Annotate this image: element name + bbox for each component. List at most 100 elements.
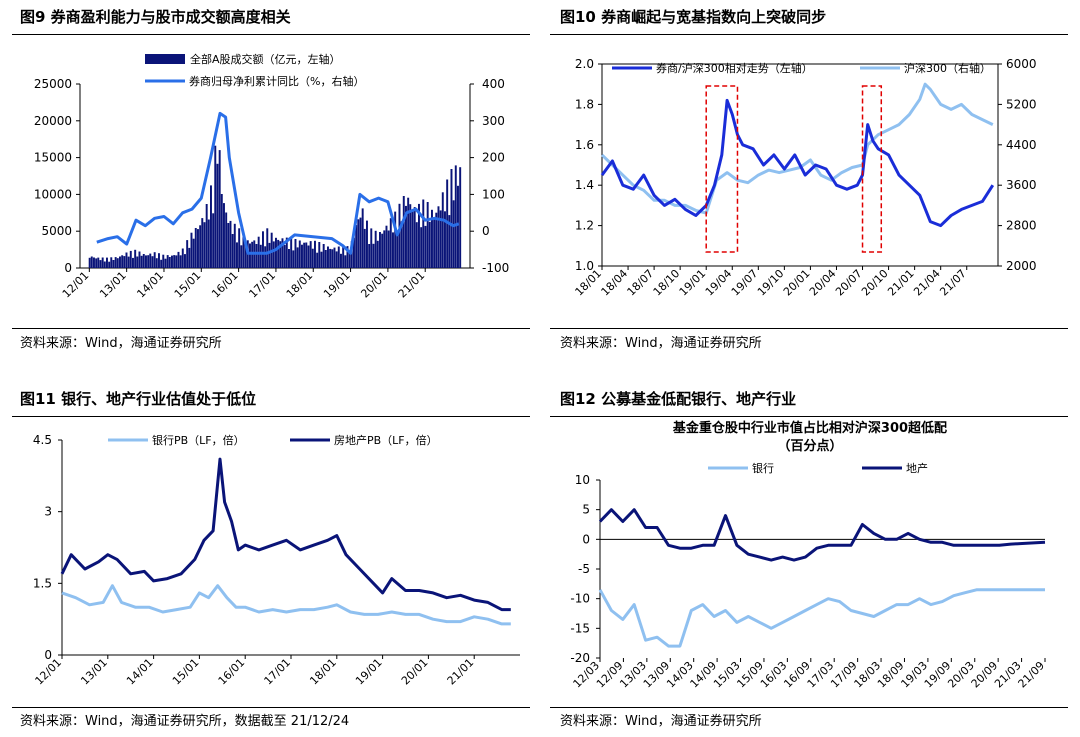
volume-bar bbox=[348, 252, 351, 268]
chart-title: 基金重仓股中行业市值占比相对沪深300超低配 bbox=[672, 420, 947, 436]
volume-bar bbox=[121, 255, 124, 268]
volume-bar bbox=[279, 241, 282, 268]
x-tick-label: 16/01 bbox=[216, 656, 248, 688]
volume-bar bbox=[227, 223, 230, 268]
x-tick-label: 19/01 bbox=[677, 267, 709, 299]
y-tick-label: 1.5 bbox=[33, 576, 52, 590]
volume-bar bbox=[316, 252, 319, 268]
volume-bar bbox=[359, 217, 362, 268]
y-tick-label: 0 bbox=[44, 648, 52, 662]
x-tick-label: 21/04 bbox=[911, 267, 943, 299]
volume-bar bbox=[212, 213, 215, 268]
volume-bar bbox=[318, 242, 321, 268]
y-tick-label-right: 300 bbox=[482, 114, 505, 128]
volume-bar bbox=[194, 228, 197, 268]
volume-bar bbox=[376, 240, 379, 268]
y-tick-label-right: -100 bbox=[482, 261, 509, 275]
volume-bar bbox=[301, 244, 303, 268]
volume-bar bbox=[433, 219, 436, 268]
source-rule bbox=[12, 707, 530, 708]
volume-bar bbox=[225, 212, 228, 268]
volume-bar bbox=[409, 204, 412, 268]
y-tick-label-left: 0 bbox=[64, 261, 72, 275]
volume-bar bbox=[437, 206, 440, 268]
volume-bar bbox=[314, 240, 316, 268]
y-tick-label: -15 bbox=[570, 621, 590, 635]
volume-bar bbox=[311, 248, 314, 268]
volume-bar bbox=[298, 240, 301, 268]
volume-bar bbox=[444, 211, 446, 268]
volume-bar bbox=[103, 261, 106, 268]
volume-bar bbox=[426, 202, 429, 268]
volume-bar bbox=[190, 232, 193, 268]
x-tick-label: 21/07 bbox=[937, 267, 969, 299]
volume-bar bbox=[355, 225, 358, 268]
x-tick-label: 20/10 bbox=[859, 267, 891, 299]
volume-bar bbox=[205, 204, 208, 268]
volume-bar bbox=[294, 239, 297, 268]
volume-bar bbox=[93, 257, 95, 268]
x-tick-label: 20/07 bbox=[833, 267, 865, 299]
title-rule bbox=[550, 416, 1068, 417]
source-rule bbox=[12, 328, 530, 329]
chart-fig10: 1.0 1.2 1.4 1.6 1.8 2.0 2000 2800 3600 4400 5200 60… bbox=[573, 57, 1037, 299]
volume-bar bbox=[114, 257, 117, 268]
y-tick-label: -10 bbox=[570, 592, 590, 606]
volume-bar bbox=[207, 219, 210, 268]
volume-bar bbox=[216, 163, 219, 268]
legend-label: 地产 bbox=[906, 461, 928, 475]
volume-bar bbox=[153, 252, 156, 268]
y-tick-label-right: 2800 bbox=[1006, 219, 1037, 233]
volume-bar bbox=[106, 257, 108, 268]
volume-bar bbox=[181, 248, 184, 268]
volume-bar bbox=[324, 250, 327, 268]
x-tick-label: 21/01 bbox=[396, 269, 428, 301]
volume-bar bbox=[177, 251, 180, 268]
volume-bar bbox=[231, 234, 234, 268]
y-tick-label-right: 6000 bbox=[1006, 57, 1037, 71]
volume-bar bbox=[275, 237, 277, 268]
volume-bar bbox=[457, 185, 459, 268]
volume-bar bbox=[186, 240, 189, 268]
panel-title: 图9 券商盈利能力与股市成交额高度相关 bbox=[20, 8, 291, 26]
chart-fig12: 基金重仓股中行业市值占比相对沪深300超低配 （百分点） 10 5 0 -5 -10 -15 -… bbox=[570, 420, 1047, 691]
volume-bar bbox=[329, 248, 332, 268]
volume-bar bbox=[337, 246, 340, 268]
x-tick-label: 18/01 bbox=[307, 656, 339, 688]
y-tick-label-left: 1.4 bbox=[575, 178, 594, 192]
volume-bar bbox=[136, 256, 139, 268]
volume-bar bbox=[424, 225, 427, 268]
volume-bar bbox=[132, 257, 134, 268]
volume-bar bbox=[418, 203, 420, 268]
y-tick-label-left: 10000 bbox=[34, 187, 72, 201]
volume-bar bbox=[175, 255, 178, 268]
volume-bar bbox=[320, 251, 323, 268]
y-tick-label: 5 bbox=[582, 503, 590, 517]
panel-title: 图11 银行、地产行业估值处于低位 bbox=[20, 390, 257, 408]
x-tick-label: 14/01 bbox=[124, 656, 156, 688]
x-tick-label: 20/01 bbox=[358, 269, 390, 301]
volume-bar bbox=[407, 197, 410, 268]
volume-bar bbox=[450, 169, 453, 268]
volume-bar bbox=[357, 219, 360, 268]
volume-bar bbox=[251, 241, 254, 268]
y-tick-label-left: 1.0 bbox=[575, 259, 594, 273]
volume-bar bbox=[268, 242, 271, 268]
volume-bar bbox=[368, 244, 371, 268]
volume-bar bbox=[240, 245, 243, 268]
volume-bar bbox=[220, 194, 223, 268]
volume-bar bbox=[173, 255, 176, 268]
volume-bar bbox=[151, 256, 154, 268]
broker-relative-line bbox=[600, 98, 995, 228]
volume-bar bbox=[327, 246, 329, 268]
volume-bar bbox=[361, 208, 364, 268]
volume-bar bbox=[236, 242, 238, 268]
profit-growth-line bbox=[96, 111, 460, 255]
y-tick-label-right: 4400 bbox=[1006, 138, 1037, 152]
x-tick-label: 17/01 bbox=[262, 656, 294, 688]
volume-bar bbox=[387, 230, 390, 268]
volume-bar bbox=[394, 211, 397, 268]
volume-bar bbox=[385, 225, 388, 268]
y-tick-label: 3 bbox=[44, 505, 52, 519]
x-tick-label: 16/01 bbox=[209, 269, 241, 301]
